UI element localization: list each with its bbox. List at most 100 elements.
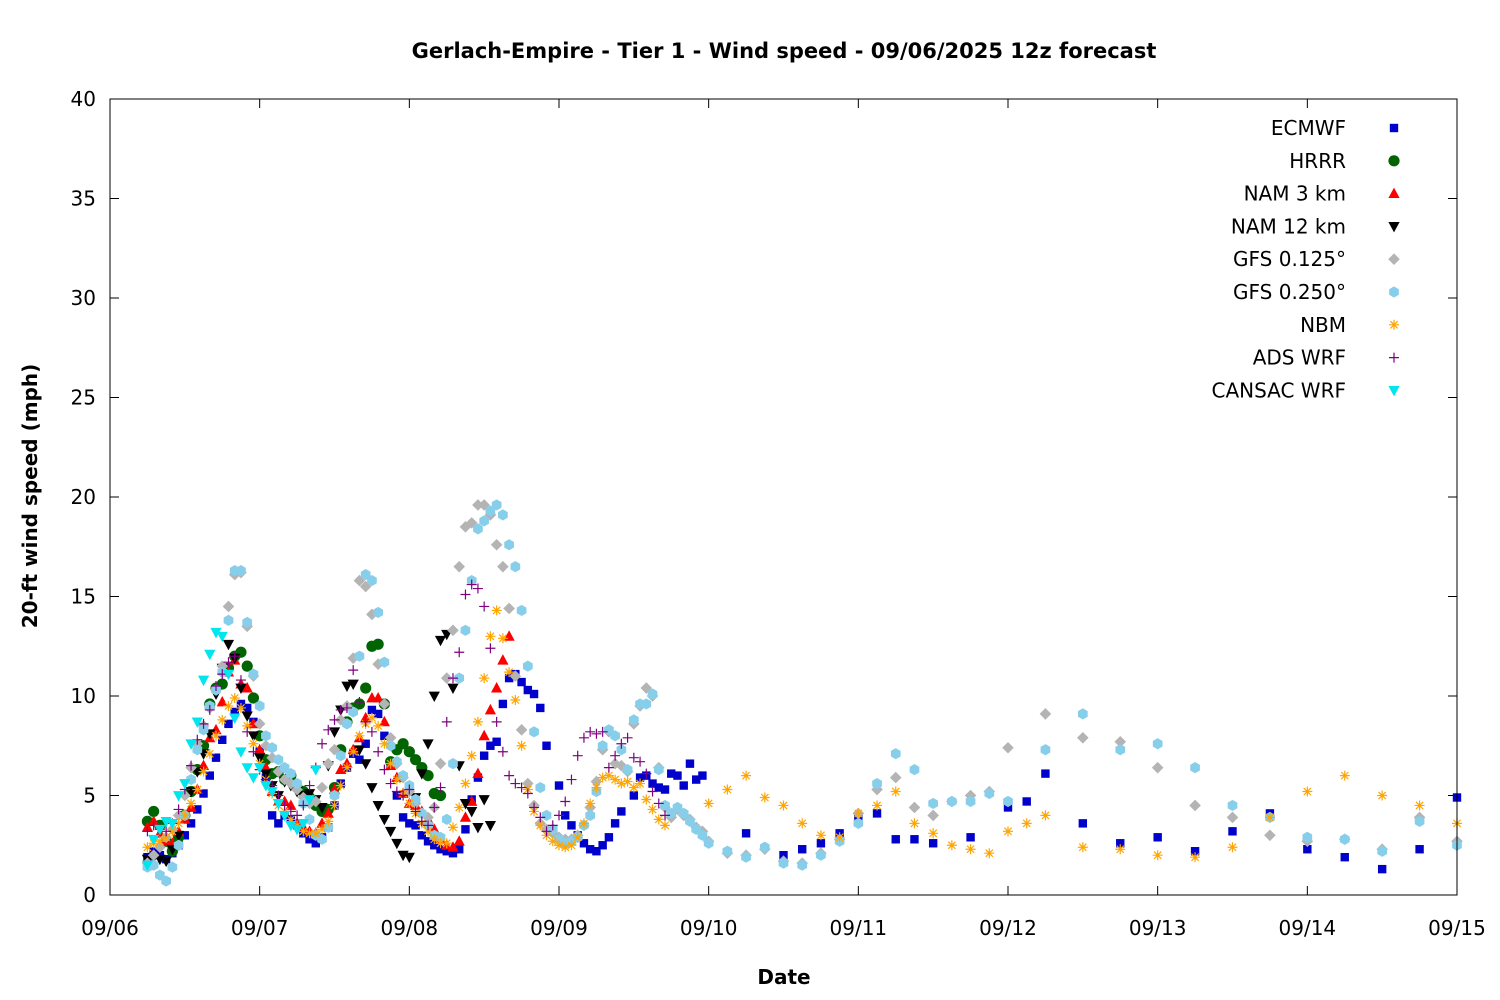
data-point bbox=[629, 791, 639, 800]
data-point bbox=[441, 838, 452, 849]
data-point bbox=[398, 813, 408, 822]
data-point bbox=[218, 735, 227, 744]
data-point bbox=[1114, 735, 1127, 748]
data-point bbox=[142, 842, 153, 853]
data-point bbox=[622, 776, 633, 787]
data-point bbox=[172, 791, 185, 802]
data-point bbox=[628, 714, 639, 726]
data-point bbox=[355, 755, 364, 764]
data-point bbox=[667, 769, 676, 778]
data-point bbox=[890, 748, 901, 760]
data-point bbox=[310, 828, 321, 839]
data-point bbox=[597, 740, 608, 752]
data-point bbox=[890, 786, 901, 797]
data-point bbox=[354, 730, 365, 741]
data-point bbox=[479, 673, 490, 684]
data-point bbox=[423, 837, 433, 846]
data-point bbox=[297, 818, 309, 830]
data-point bbox=[173, 818, 184, 829]
data-point bbox=[211, 753, 221, 762]
data-point bbox=[166, 818, 178, 830]
data-point bbox=[1227, 842, 1238, 853]
x-axis-title: Date bbox=[757, 965, 810, 989]
data-point bbox=[585, 798, 596, 809]
data-point bbox=[397, 738, 409, 750]
data-point bbox=[242, 616, 253, 628]
data-point bbox=[447, 673, 458, 684]
data-point bbox=[510, 694, 521, 705]
data-point bbox=[778, 857, 789, 869]
data-point bbox=[635, 756, 646, 767]
y-tick-label: 10 bbox=[71, 684, 96, 708]
data-point bbox=[1303, 845, 1312, 854]
data-point bbox=[479, 601, 490, 612]
data-point bbox=[447, 822, 458, 833]
data-point bbox=[360, 716, 371, 727]
data-point bbox=[161, 832, 172, 843]
data-point bbox=[635, 773, 645, 782]
data-point bbox=[610, 750, 621, 761]
data-point bbox=[653, 764, 664, 776]
data-point bbox=[1040, 744, 1051, 756]
data-point bbox=[479, 751, 489, 760]
data-point bbox=[610, 730, 620, 742]
data-point bbox=[491, 682, 503, 693]
data-point bbox=[616, 738, 627, 749]
legend-label: NAM 12 km bbox=[1231, 214, 1346, 238]
data-point bbox=[660, 799, 670, 812]
data-point bbox=[455, 845, 464, 854]
data-point bbox=[461, 825, 470, 834]
data-point bbox=[472, 583, 483, 594]
data-point bbox=[192, 744, 203, 756]
data-point bbox=[472, 499, 484, 511]
data-point bbox=[703, 837, 714, 849]
data-point bbox=[872, 777, 882, 790]
data-point bbox=[453, 835, 465, 846]
data-point bbox=[285, 820, 297, 832]
data-point bbox=[235, 747, 247, 758]
data-point bbox=[248, 738, 259, 749]
data-point bbox=[616, 744, 627, 756]
data-point bbox=[472, 716, 483, 727]
data-point bbox=[622, 732, 633, 743]
data-point bbox=[253, 718, 266, 730]
data-point bbox=[1189, 799, 1201, 812]
y-axis-title: 20-ft wind speed (mph) bbox=[18, 364, 42, 629]
data-point bbox=[285, 799, 297, 810]
data-point bbox=[816, 849, 826, 861]
data-point bbox=[554, 781, 564, 790]
data-point bbox=[1077, 731, 1089, 744]
data-point bbox=[216, 695, 228, 707]
data-point bbox=[510, 561, 521, 573]
data-point bbox=[193, 805, 202, 814]
legend-label: HRRR bbox=[1289, 149, 1346, 173]
data-point bbox=[691, 775, 701, 784]
data-point bbox=[460, 589, 471, 600]
data-point bbox=[610, 774, 621, 785]
data-point bbox=[984, 848, 995, 859]
data-point bbox=[279, 811, 291, 822]
data-point bbox=[416, 816, 427, 827]
data-point bbox=[342, 718, 352, 730]
data-point bbox=[391, 786, 402, 797]
data-point bbox=[529, 802, 540, 813]
data-point bbox=[173, 839, 184, 851]
data-point bbox=[292, 777, 302, 790]
data-point bbox=[179, 810, 190, 821]
data-point bbox=[422, 811, 434, 824]
data-point bbox=[335, 780, 346, 791]
data-point bbox=[541, 826, 552, 837]
y-tick-label: 40 bbox=[71, 87, 96, 111]
x-tick-label: 09/06 bbox=[81, 916, 139, 940]
series-ads-wrf bbox=[142, 579, 671, 837]
data-point bbox=[441, 813, 452, 825]
data-point bbox=[366, 726, 377, 737]
data-point bbox=[328, 727, 341, 738]
data-point bbox=[648, 779, 657, 788]
data-point bbox=[834, 832, 845, 843]
data-point bbox=[417, 831, 427, 840]
series-layer bbox=[141, 499, 1463, 887]
data-point bbox=[498, 509, 508, 521]
data-point bbox=[335, 704, 346, 715]
data-point bbox=[522, 788, 533, 799]
